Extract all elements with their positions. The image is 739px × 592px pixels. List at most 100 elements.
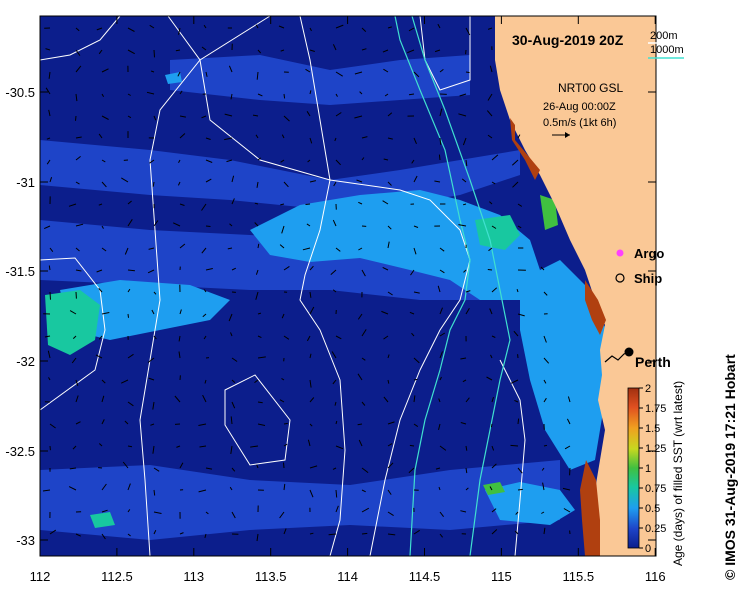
current-vector [335,489,338,498]
ship-label: Ship [634,271,662,286]
lat-tick-label: -31.5 [5,264,35,279]
current-vector [75,247,80,252]
current-vector [517,203,523,207]
current-vector [48,71,51,79]
colorbar-tick-label: 1.75 [645,403,666,415]
current-vector [335,71,343,77]
current-vector [461,178,467,183]
current-vector [387,26,392,29]
current-vector [98,133,103,139]
current-vector [199,445,207,448]
current-vector [179,133,186,139]
current-vector [230,332,233,337]
current-vector [101,509,108,513]
current-vector [305,203,311,205]
current-vector [153,220,159,227]
current-vector [175,49,181,52]
current-vector [465,487,469,491]
current-vector [75,49,81,56]
current-vector [541,467,545,471]
current-vector [96,27,103,31]
current-vector [178,335,181,342]
current-vector [203,335,207,340]
colorbar-ticks: 0 0.25 0.5 0.75 1 1.25 1.5 1.75 2 [639,383,666,555]
current-note: NRT00 GSL 26-Aug 00:00Z 0.5m/s (1kt 6h) [543,81,623,138]
current-vector [283,335,290,340]
current-vector [460,357,467,360]
colorbar-gradient [627,387,640,549]
current-vector [305,68,311,73]
map-title: 30-Aug-2019 20Z [512,32,624,48]
current-vector [465,397,470,403]
current-vector [152,445,155,454]
current-vector [332,467,337,470]
current-vector [513,330,519,337]
current-vector [361,507,370,513]
current-vector [256,464,259,469]
current-vector [202,313,207,318]
swan-river [604,351,630,363]
current-vector [438,154,441,161]
current-vector [543,335,547,343]
current-vector [179,115,186,118]
current-vector [439,332,446,337]
current-vector [281,225,285,234]
current-vector [413,291,420,294]
current-vector [205,159,213,163]
current-vector [309,306,315,315]
current-vector [153,511,162,514]
current-vector [410,269,415,276]
current-vector [489,308,493,315]
current-vector [101,68,109,73]
current-vector [75,156,81,161]
current-vector [228,65,233,73]
current-vector [517,488,523,491]
current-vector [439,69,444,73]
current-product: NRT00 GSL [558,81,623,95]
current-vector [127,353,134,359]
current-vector [127,533,131,537]
current-vector [335,93,338,97]
current-vector [75,27,80,32]
perth-label: Perth [635,354,671,370]
current-vector [435,467,441,470]
map-plot-area: 112 112.5 113 113.5 114 114.5 115 115.5 116 -30.… [5,15,666,584]
current-vector [331,351,337,359]
current-vector [147,269,155,274]
current-vector [280,159,285,163]
coastal-strip [510,118,540,180]
current-vector [567,396,571,403]
current-vector [407,49,415,54]
current-vector [283,93,286,99]
current-vector [309,532,314,535]
current-vector [75,395,79,403]
current-vector [387,462,394,469]
lat-tick-label: -30.5 [5,85,35,100]
current-vector [354,115,363,119]
current-vector [178,351,181,359]
current-vector [205,178,212,183]
current-vector [383,335,389,340]
current-vector [147,357,155,363]
current-vector [153,335,157,340]
current-vector [387,421,395,425]
current-vector [514,399,519,403]
current-vector [434,49,441,53]
current-vector [75,93,78,102]
current-vector [413,175,418,183]
current-vector [543,291,548,296]
current-vector [69,467,77,470]
colorbar-tick-label: 0 [645,543,651,555]
land-mass [495,16,656,556]
current-vector [465,159,468,167]
current-vector [335,445,344,450]
current-vector [490,423,493,428]
current-vector [279,399,285,403]
current-vector [361,357,366,361]
current-vector [382,49,389,53]
current-vector [309,397,315,403]
current-vector [101,93,105,98]
current-vector [95,354,103,359]
current-vector [48,265,51,271]
